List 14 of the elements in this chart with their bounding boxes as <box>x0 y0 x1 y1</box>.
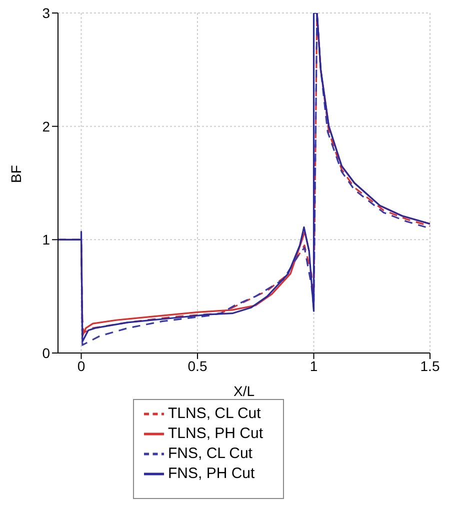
y-tick-label: 1 <box>42 232 50 248</box>
y-axis-title: BF <box>8 165 24 183</box>
x-axis-title: X/L <box>233 383 255 399</box>
y-tick-label: 0 <box>42 344 50 361</box>
legend-label: TLNS, CL Cut <box>168 404 261 422</box>
x-tick-label: 1 <box>310 358 318 374</box>
y-tick-label: 3 <box>42 4 50 21</box>
legend-label: TLNS, PH Cut <box>168 424 264 442</box>
legend-label: FNS, CL Cut <box>168 444 252 462</box>
legend-label: FNS, PH Cut <box>168 464 255 482</box>
x-tick-label: 0.5 <box>188 358 208 374</box>
y-tick-label: 2 <box>42 118 50 134</box>
x-tick-label: 1.5 <box>420 358 440 374</box>
x-tick-label: 0 <box>77 358 86 374</box>
